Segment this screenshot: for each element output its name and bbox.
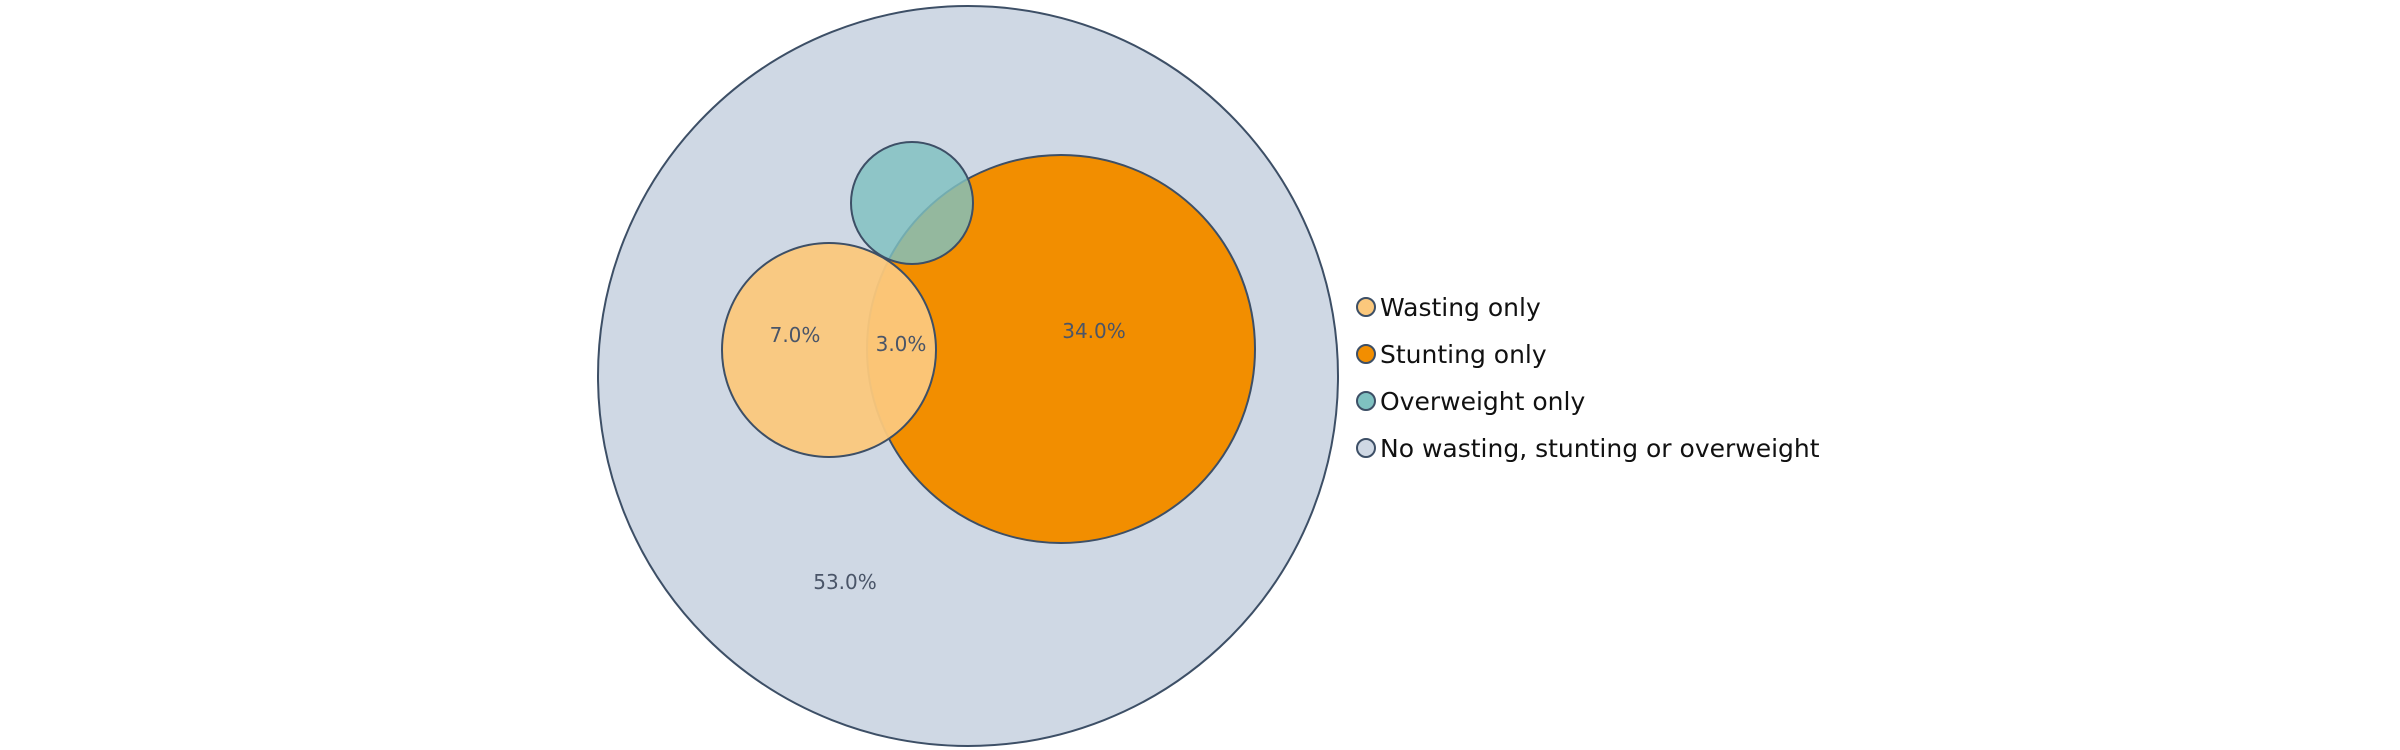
legend-marker — [1356, 344, 1376, 364]
legend-label: Wasting only — [1380, 293, 1541, 322]
venn-circle-wasting — [721, 242, 937, 458]
region-label-stunting: 34.0% — [1062, 319, 1126, 343]
legend: Wasting only Stunting only Overweight only… — [1356, 293, 1820, 463]
legend-label: Stunting only — [1380, 340, 1547, 369]
region-labels: 7.0% 3.0% 34.0% 53.0% — [770, 319, 1126, 594]
legend-item: Wasting only — [1356, 293, 1541, 322]
circles-layer — [597, 5, 1339, 747]
legend-marker — [1356, 438, 1376, 458]
region-label-none: 53.0% — [813, 570, 877, 594]
legend-marker — [1356, 391, 1376, 411]
legend-label: No wasting, stunting or overweight — [1380, 434, 1820, 463]
venn-circle-overweight — [850, 141, 974, 265]
region-label-wasting-stunting: 3.0% — [876, 332, 927, 356]
legend-label: Overweight only — [1380, 387, 1585, 416]
legend-item: Overweight only — [1356, 387, 1585, 416]
legend-item: No wasting, stunting or overweight — [1356, 434, 1820, 463]
region-label-wasting: 7.0% — [770, 323, 821, 347]
legend-item: Stunting only — [1356, 340, 1547, 369]
legend-marker — [1356, 297, 1376, 317]
